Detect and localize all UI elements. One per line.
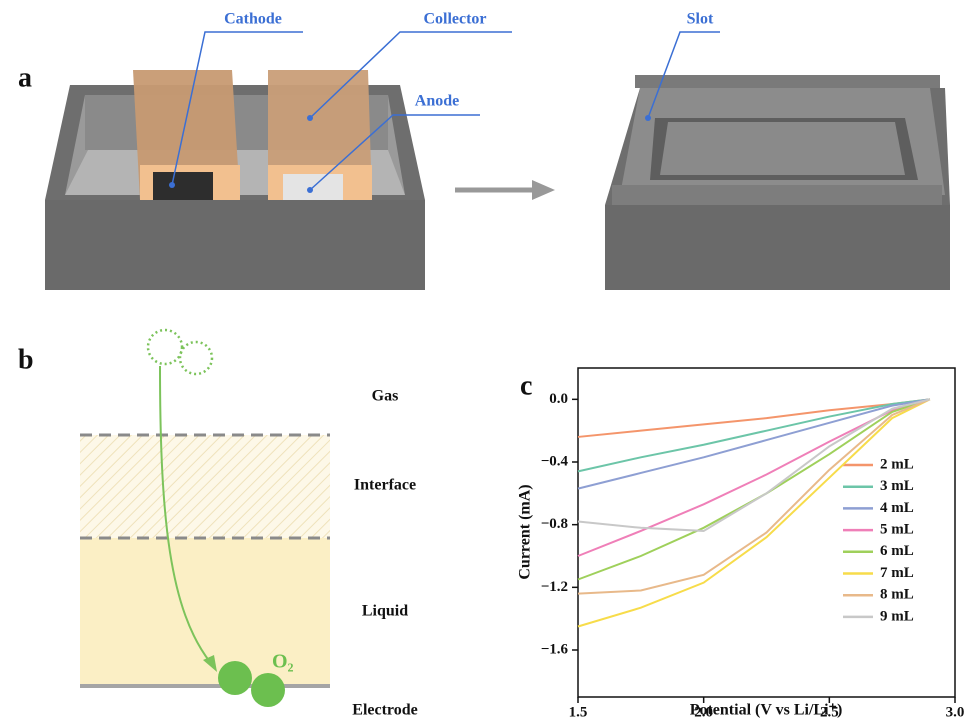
callout: Cathode: [224, 11, 282, 28]
legend-label: 2 mL: [880, 456, 914, 472]
y-tick-label: 0.0: [549, 391, 568, 407]
series-line: [578, 399, 930, 488]
legend-label: 8 mL: [880, 587, 914, 603]
layers: [80, 435, 330, 686]
molecule-label: O₂: [272, 651, 294, 673]
x-axis-title: Potential (V vs Li/Li⁺): [690, 702, 843, 719]
legend-label: 3 mL: [880, 478, 914, 494]
y-tick-label: −1.6: [541, 641, 569, 657]
y-tick-label: −0.8: [541, 516, 568, 532]
x-tick-label: 1.5: [569, 704, 588, 720]
series-line: [578, 399, 930, 593]
y-tick-label: −1.2: [541, 579, 568, 595]
callout: Slot: [687, 11, 714, 28]
panel-letter: a: [18, 62, 32, 93]
legend-label: 7 mL: [880, 565, 914, 581]
panel-letter: b: [18, 344, 34, 375]
y-axis-title: Current (mA): [517, 484, 534, 579]
y-tick-label: −0.4: [541, 453, 569, 469]
legend-label: 5 mL: [880, 522, 914, 538]
callout: Collector: [423, 11, 486, 28]
open-cell: [45, 70, 425, 290]
series-line: [578, 399, 930, 579]
legend-label: 4 mL: [880, 500, 914, 516]
panel-letter: c: [520, 370, 532, 401]
closed-cell: [605, 75, 950, 290]
layer-label: Interface: [354, 477, 416, 494]
arrow: [455, 180, 555, 200]
layer-label: Gas: [372, 388, 399, 405]
layer-label: Electrode: [352, 702, 417, 719]
figure: a b c Cathode Collector A: [0, 0, 968, 721]
legend-label: 6 mL: [880, 543, 914, 559]
legend-label: 9 mL: [880, 608, 914, 624]
callout: Anode: [415, 93, 459, 110]
layer-label: Liquid: [362, 603, 408, 620]
x-tick-label: 3.0: [946, 704, 965, 720]
